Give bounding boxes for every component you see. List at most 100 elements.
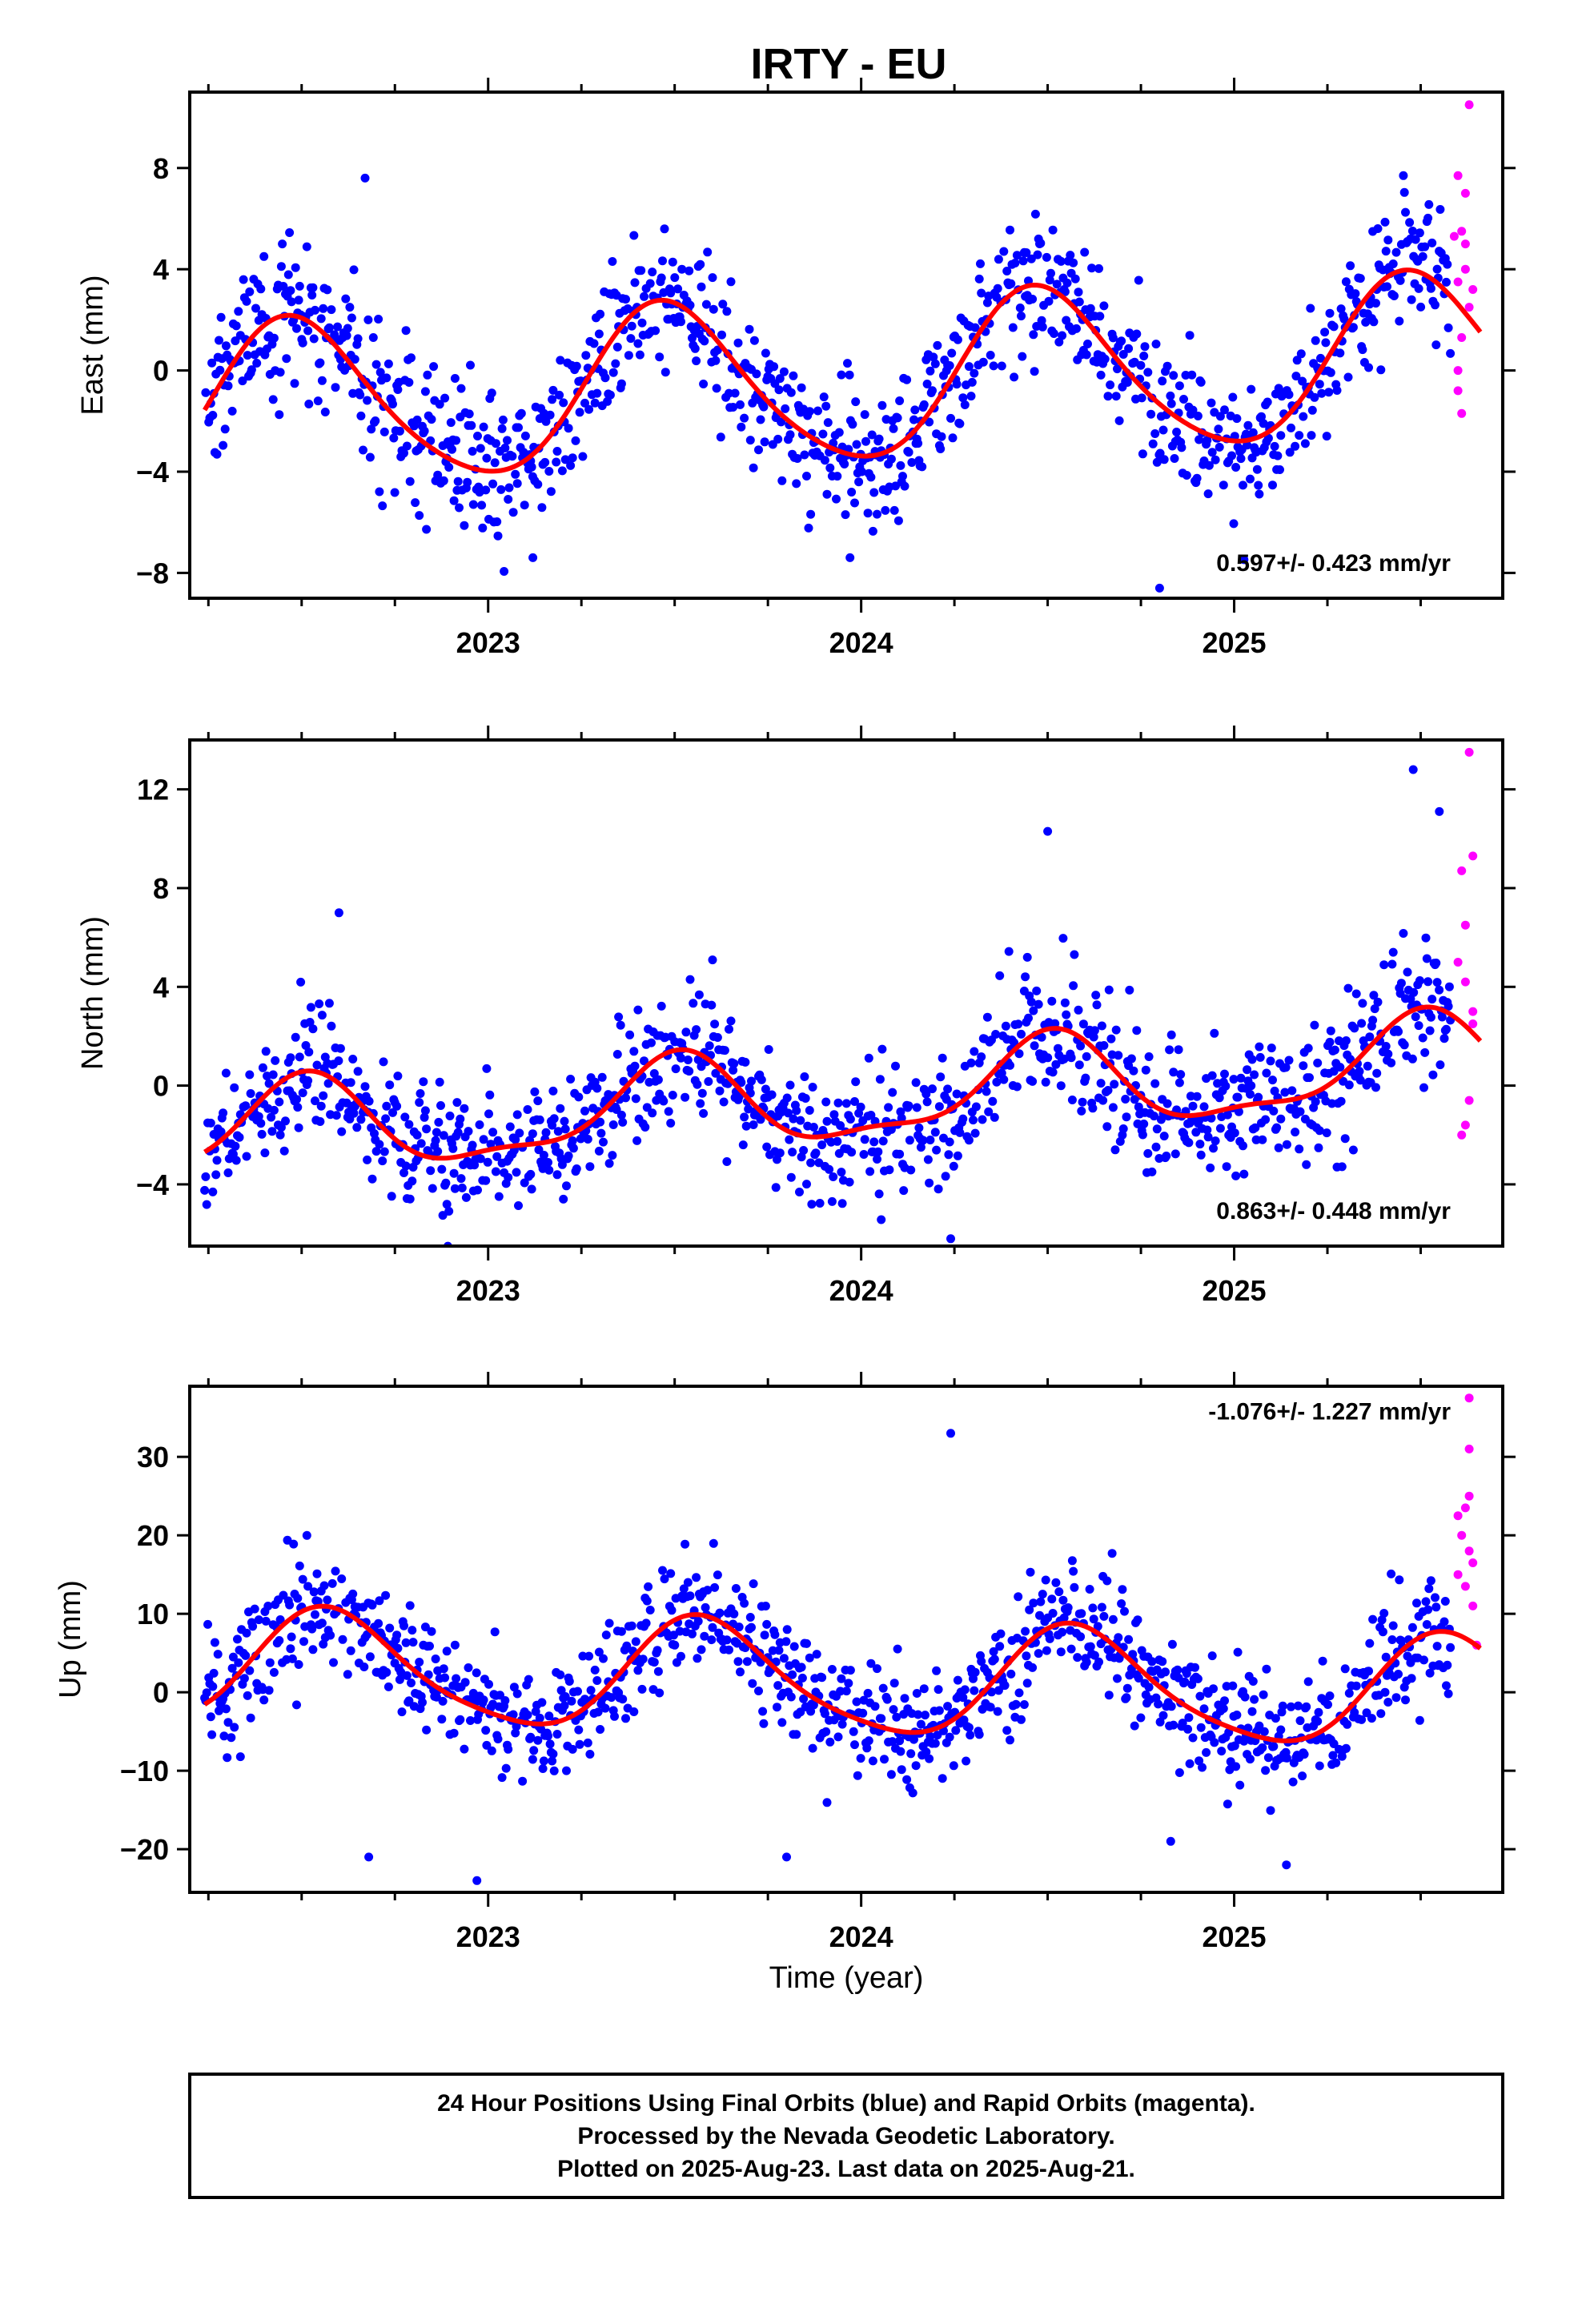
up-final-point xyxy=(713,1570,722,1580)
east-final-point xyxy=(594,329,604,339)
up-x-tick-label: 2025 xyxy=(1202,1920,1266,1953)
east-final-point xyxy=(1002,267,1012,275)
north-final-point xyxy=(1355,1067,1364,1076)
north-final-point xyxy=(596,1128,606,1138)
east-final-point xyxy=(948,433,958,443)
up-final-point xyxy=(649,1658,659,1667)
north-final-point xyxy=(1348,1145,1358,1155)
east-final-point xyxy=(821,401,831,411)
east-final-point xyxy=(1203,436,1212,445)
east-final-point xyxy=(635,350,644,360)
east-final-point xyxy=(533,480,543,489)
up-final-point xyxy=(286,1644,295,1654)
north-final-point xyxy=(740,1112,749,1122)
east-final-point xyxy=(1177,443,1186,452)
north-final-point xyxy=(1017,1029,1026,1039)
east-final-point xyxy=(215,336,223,345)
north-final-point xyxy=(656,1001,666,1011)
up-final-point xyxy=(1093,1622,1102,1631)
up-final-point xyxy=(575,1739,584,1749)
up-final-point xyxy=(1294,1701,1303,1711)
north-final-point xyxy=(562,1181,571,1191)
up-final-point xyxy=(786,1692,796,1702)
north-final-point xyxy=(1184,1138,1194,1148)
up-final-point xyxy=(709,1538,718,1548)
up-final-point xyxy=(1183,1724,1193,1734)
up-final-point xyxy=(1407,1674,1416,1683)
north-final-point xyxy=(580,1106,589,1116)
east-final-point xyxy=(295,281,304,291)
up-final-point xyxy=(1357,1715,1367,1724)
up-final-point xyxy=(921,1711,930,1720)
up-final-point xyxy=(700,1631,709,1641)
east-final-point xyxy=(420,426,429,436)
up-final-point xyxy=(1113,1674,1122,1683)
up-final-point xyxy=(853,1771,862,1780)
up-final-point xyxy=(544,1711,554,1721)
up-final-point xyxy=(210,1638,219,1647)
north-final-point xyxy=(792,1106,801,1116)
east-final-point xyxy=(1203,489,1213,499)
north-final-point xyxy=(1234,1107,1243,1116)
east-final-point xyxy=(1143,368,1153,377)
up-final-point xyxy=(203,1619,212,1629)
up-final-point xyxy=(1232,1711,1242,1719)
up-y-tick-label: 10 xyxy=(137,1598,169,1630)
up-final-point xyxy=(1412,1598,1421,1608)
up-final-point xyxy=(592,1676,602,1685)
east-final-point xyxy=(974,274,984,283)
up-final-point xyxy=(397,1707,407,1717)
up-y-tick-label: −20 xyxy=(120,1833,169,1866)
north-final-point xyxy=(1365,1032,1375,1042)
east-final-point xyxy=(279,282,288,291)
north-final-point xyxy=(906,1165,916,1175)
east-final-point xyxy=(970,323,980,332)
up-rapid-point xyxy=(1453,1511,1463,1521)
east-final-point xyxy=(1080,247,1090,257)
east-y-tick-label: 0 xyxy=(153,355,169,388)
north-y-tick-label: −4 xyxy=(136,1168,169,1201)
up-final-point xyxy=(313,1597,323,1606)
north-final-point xyxy=(1281,1063,1291,1072)
north-final-point xyxy=(757,1075,766,1084)
east-final-point xyxy=(557,466,567,476)
east-final-point xyxy=(749,336,759,345)
north-final-point xyxy=(1325,1037,1335,1047)
north-final-point xyxy=(925,1178,934,1188)
north-final-point xyxy=(1335,1063,1345,1072)
east-final-point xyxy=(937,432,946,441)
north-final-point xyxy=(1341,1036,1351,1045)
up-final-point xyxy=(1302,1702,1311,1711)
east-final-point xyxy=(685,300,695,310)
east-final-point xyxy=(1150,429,1160,438)
north-final-point xyxy=(504,1172,513,1182)
north-final-point xyxy=(560,1124,570,1134)
east-final-point xyxy=(1416,302,1426,312)
north-final-point xyxy=(1088,1104,1098,1113)
north-final-point xyxy=(1411,1012,1420,1022)
east-final-point xyxy=(861,436,870,446)
north-final-point xyxy=(1056,1081,1066,1091)
north-final-point xyxy=(1407,1054,1417,1063)
up-outlier-point xyxy=(946,1429,955,1438)
east-final-point xyxy=(283,270,293,279)
north-final-point xyxy=(970,1047,979,1056)
east-final-point xyxy=(716,432,725,442)
up-final-point xyxy=(415,1658,424,1667)
footer-box: 24 Hour Positions Using Final Orbits (bl… xyxy=(188,2073,1504,2199)
up-final-point xyxy=(1295,1716,1305,1726)
east-final-point xyxy=(590,398,600,408)
north-final-point xyxy=(442,1200,452,1209)
north-final-point xyxy=(671,1064,681,1074)
north-final-point xyxy=(1108,1103,1118,1112)
north-final-point xyxy=(1314,1143,1323,1152)
east-final-point xyxy=(993,283,1002,293)
east-final-point xyxy=(612,342,622,352)
east-final-point xyxy=(660,224,669,234)
up-final-point xyxy=(537,1698,547,1707)
east-final-point xyxy=(982,298,992,308)
up-final-point xyxy=(895,1736,905,1746)
east-final-point xyxy=(511,469,520,479)
north-final-point xyxy=(729,1065,738,1075)
north-final-point xyxy=(1305,1073,1314,1083)
